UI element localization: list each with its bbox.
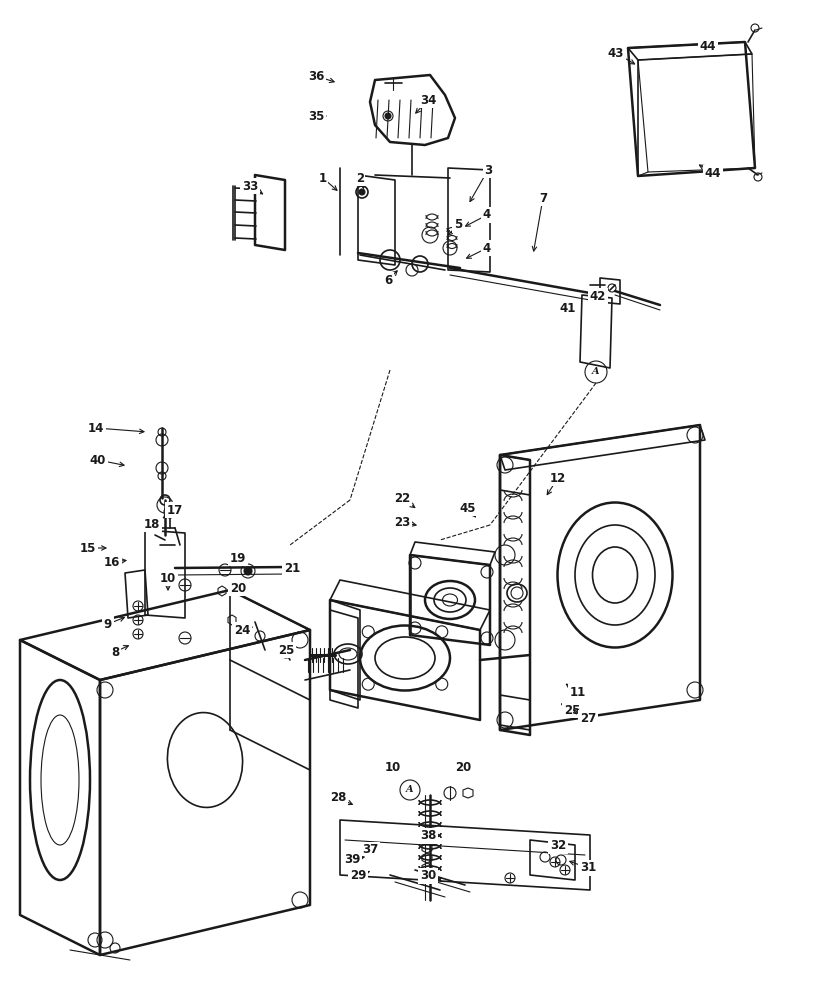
Text: 6: 6 (383, 273, 391, 286)
Text: 28: 28 (329, 791, 346, 804)
Text: 22: 22 (393, 491, 410, 504)
Text: 27: 27 (579, 712, 595, 724)
Text: 10: 10 (160, 572, 176, 584)
Text: 25: 25 (278, 644, 294, 656)
Text: 10: 10 (384, 761, 400, 774)
Text: 36: 36 (307, 70, 324, 83)
Text: 20: 20 (229, 582, 246, 594)
Circle shape (385, 113, 391, 119)
Text: 33: 33 (242, 180, 258, 193)
Text: 25: 25 (563, 704, 580, 716)
Text: 4: 4 (482, 209, 491, 222)
Text: 4: 4 (482, 241, 491, 254)
Text: 15: 15 (79, 542, 96, 554)
Text: 11: 11 (569, 686, 586, 698)
Text: 29: 29 (350, 869, 366, 882)
Text: 35: 35 (307, 110, 324, 123)
Text: 24: 24 (233, 624, 250, 637)
Text: 9: 9 (104, 617, 112, 631)
Text: 40: 40 (90, 454, 106, 466)
Text: 43: 43 (607, 47, 623, 60)
Text: A: A (405, 785, 414, 794)
Text: 21: 21 (283, 562, 300, 574)
Text: 31: 31 (579, 861, 595, 874)
Circle shape (359, 189, 364, 195)
Text: 8: 8 (111, 646, 119, 658)
Text: 3: 3 (483, 164, 491, 177)
Text: 45: 45 (459, 502, 476, 514)
Text: 19: 19 (229, 552, 246, 564)
Text: 2: 2 (355, 172, 364, 185)
Text: 20: 20 (455, 761, 471, 774)
Text: 18: 18 (143, 518, 160, 530)
Text: 34: 34 (419, 94, 436, 107)
Text: 5: 5 (454, 219, 462, 232)
Text: 44: 44 (704, 167, 721, 180)
Text: 37: 37 (361, 843, 378, 856)
Text: 42: 42 (589, 290, 605, 302)
Text: 1: 1 (319, 172, 327, 185)
Text: 30: 30 (419, 869, 436, 882)
Text: 23: 23 (393, 516, 410, 528)
Text: 16: 16 (104, 556, 120, 568)
Text: 7: 7 (538, 192, 546, 205)
Text: 44: 44 (699, 40, 715, 53)
Text: 41: 41 (559, 302, 576, 314)
Text: 39: 39 (343, 853, 360, 866)
Text: 12: 12 (550, 472, 565, 485)
Text: A: A (591, 367, 599, 376)
Text: 17: 17 (167, 504, 183, 516)
Text: 32: 32 (550, 839, 565, 852)
Text: 38: 38 (419, 829, 436, 842)
Text: 14: 14 (88, 422, 104, 434)
Circle shape (244, 567, 251, 575)
